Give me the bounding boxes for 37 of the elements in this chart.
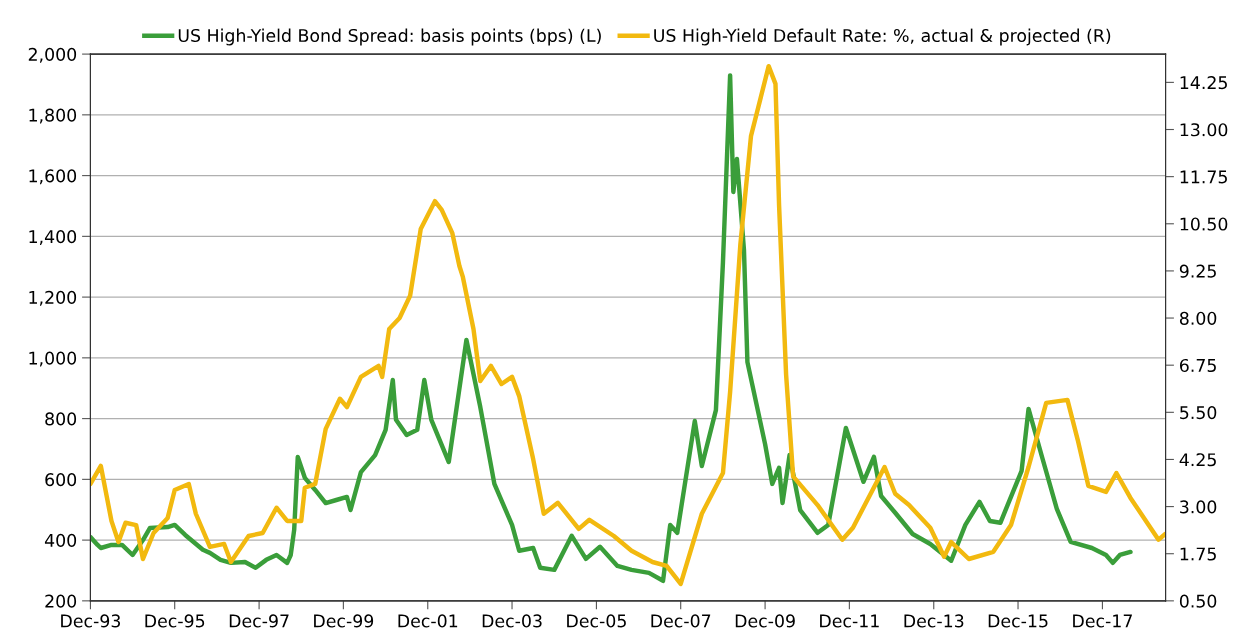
- y2-tick-label: 13.00: [1180, 123, 1228, 137]
- y-tick-label: 200: [45, 594, 77, 608]
- y2-tick-label: 3.00: [1180, 500, 1217, 514]
- y-tick-label: 1,400: [29, 230, 77, 245]
- y2-tick-label: 1.75: [1180, 547, 1216, 561]
- y2-tick-label: 4.25: [1179, 453, 1216, 467]
- x-tick-label: Dec-99: [314, 614, 374, 628]
- y2-tick-label: 9.25: [1179, 264, 1216, 278]
- x-tick-label: Dec-13: [904, 614, 964, 628]
- x-tick-label: Dec-09: [735, 614, 795, 628]
- y2-tick-label: 8.00: [1179, 311, 1217, 325]
- y-tick-label: 1,000: [29, 351, 77, 367]
- x-tick-label: Dec-05: [567, 614, 626, 628]
- y2-tick-label: 0.50: [1179, 594, 1217, 608]
- x-tick-label: Dec-01: [398, 614, 458, 628]
- x-tick-label: Dec-17: [1073, 614, 1132, 628]
- x-tick-label: Dec-95: [145, 614, 205, 628]
- y2-tick-label: 5.50: [1180, 406, 1217, 420]
- x-tick-label: Dec-07: [651, 614, 711, 628]
- y-tick-label: 1,600: [29, 169, 77, 185]
- legend-label: US High-Yield Bond Spread: basis points (bps) (L): [178, 28, 601, 46]
- y-tick-label: 2,000: [28, 47, 77, 63]
- y2-tick-label: 6.75: [1179, 358, 1216, 373]
- y2-tick-label: 11.75: [1180, 170, 1227, 184]
- y-tick-label: 1,200: [29, 290, 77, 306]
- x-tick-label: Dec-15: [988, 614, 1048, 628]
- y-tick-label: 400: [44, 533, 77, 547]
- y-tick-label: 1,800: [29, 108, 77, 124]
- x-tick-label: Dec-93: [61, 614, 121, 628]
- x-tick-label: Dec-97: [229, 614, 289, 628]
- legend-label: US High-Yield Default Rate: %, actual & projected (R): [654, 28, 1111, 46]
- y2-tick-label: 14.25: [1180, 76, 1227, 90]
- x-tick-label: Dec-03: [482, 614, 542, 628]
- y-tick-label: 800: [45, 412, 77, 426]
- y2-tick-label: 10.50: [1180, 217, 1228, 231]
- x-tick-label: Dec-11: [820, 614, 879, 628]
- y-tick-label: 600: [45, 473, 77, 487]
